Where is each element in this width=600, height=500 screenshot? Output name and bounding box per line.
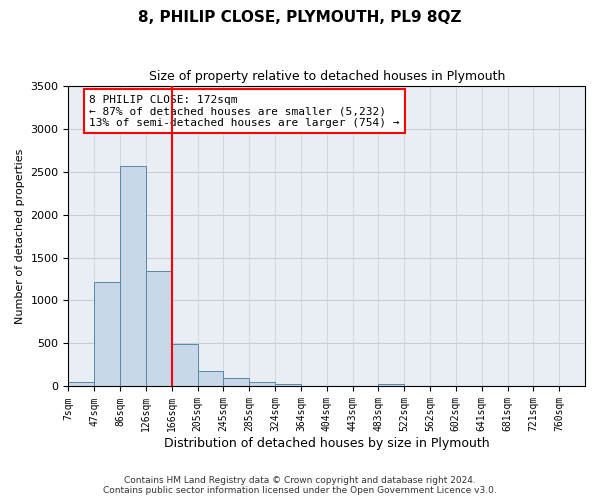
Text: 8 PHILIP CLOSE: 172sqm
← 87% of detached houses are smaller (5,232)
13% of semi-: 8 PHILIP CLOSE: 172sqm ← 87% of detached… — [89, 94, 400, 128]
Bar — [146, 272, 172, 386]
Title: Size of property relative to detached houses in Plymouth: Size of property relative to detached ho… — [149, 70, 505, 83]
Bar — [223, 378, 249, 386]
Bar — [249, 382, 275, 386]
Bar — [120, 166, 146, 386]
Bar — [197, 370, 223, 386]
Text: Contains HM Land Registry data © Crown copyright and database right 2024.
Contai: Contains HM Land Registry data © Crown c… — [103, 476, 497, 495]
X-axis label: Distribution of detached houses by size in Plymouth: Distribution of detached houses by size … — [164, 437, 490, 450]
Bar — [172, 344, 197, 387]
Bar — [94, 282, 120, 387]
Y-axis label: Number of detached properties: Number of detached properties — [15, 148, 25, 324]
Text: 8, PHILIP CLOSE, PLYMOUTH, PL9 8QZ: 8, PHILIP CLOSE, PLYMOUTH, PL9 8QZ — [138, 10, 462, 25]
Bar — [275, 384, 301, 386]
Bar — [379, 384, 404, 386]
Bar — [68, 382, 94, 386]
